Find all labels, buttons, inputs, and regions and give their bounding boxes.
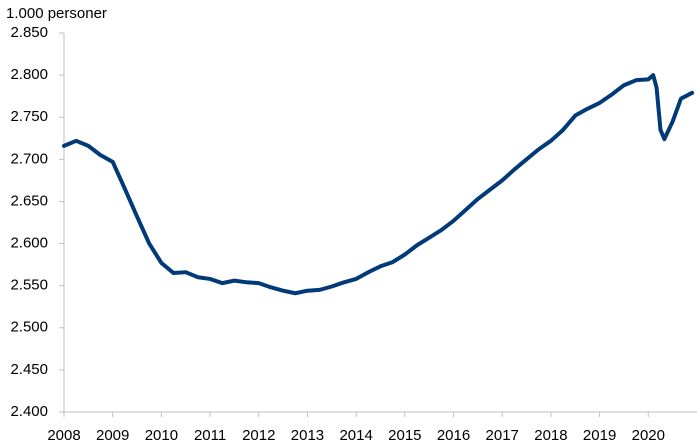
y-tick-label: 2.650 xyxy=(10,192,48,209)
y-tick-label: 2.850 xyxy=(10,24,48,41)
x-tick-label: 2008 xyxy=(47,427,80,444)
x-tick-label: 2017 xyxy=(486,427,519,444)
y-tick-label: 2.400 xyxy=(10,403,48,420)
y-tick-label: 2.600 xyxy=(10,235,48,252)
x-tick-label: 2016 xyxy=(437,427,470,444)
x-tick-label: 2020 xyxy=(632,427,665,444)
y-tick-label: 2.800 xyxy=(10,66,48,83)
line-series xyxy=(62,73,695,296)
y-tick-label: 2.750 xyxy=(10,108,48,125)
x-tick-label: 2013 xyxy=(291,427,324,444)
x-tick-label: 2015 xyxy=(388,427,421,444)
y-tick-label: 2.700 xyxy=(10,150,48,167)
y-tick-label: 2.500 xyxy=(10,319,48,336)
x-tick-label: 2014 xyxy=(339,427,372,444)
y-tick-label: 2.550 xyxy=(10,277,48,294)
x-tick-label: 2011 xyxy=(194,427,226,444)
x-tick-label: 2010 xyxy=(145,427,178,444)
y-tick-label: 2.450 xyxy=(10,361,48,378)
x-tick-label: 2018 xyxy=(534,427,567,444)
x-tick-label: 2012 xyxy=(242,427,275,444)
y-axis-unit: 1.000 personer xyxy=(6,5,107,22)
x-tick-label: 2019 xyxy=(583,427,616,444)
x-tick-label: 2009 xyxy=(96,427,129,444)
